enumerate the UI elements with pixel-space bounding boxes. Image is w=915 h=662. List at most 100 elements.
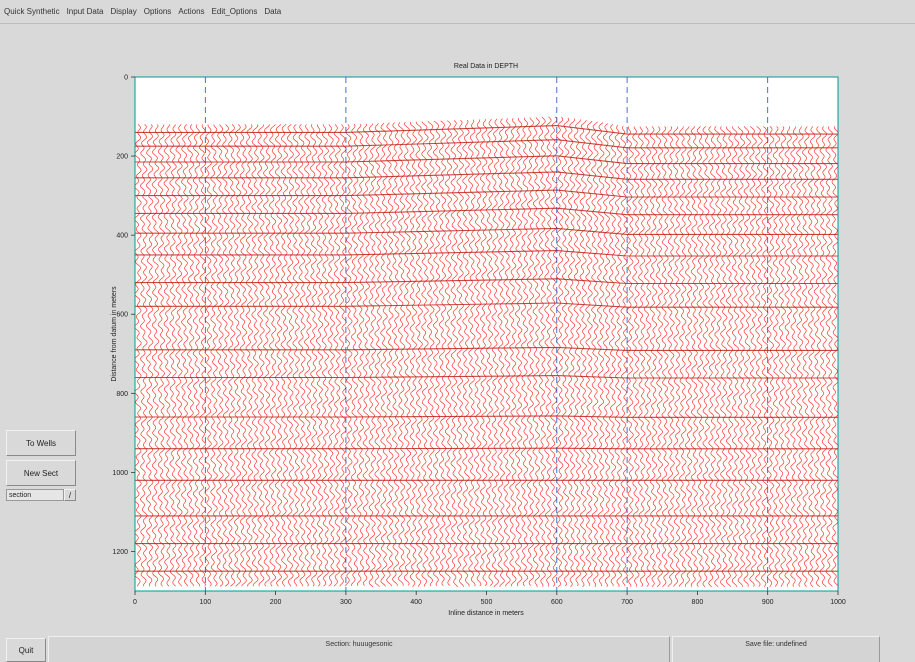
trace [157,124,166,587]
trace [175,124,183,587]
trace [380,122,388,587]
reflector [135,155,838,165]
trace [561,117,570,587]
trace [550,116,558,587]
trace [714,126,722,587]
section-select-dropdown-icon[interactable]: / [64,489,76,501]
trace [462,119,470,587]
trace [333,124,341,587]
menu-edit-options[interactable]: Edit_Options [211,7,258,16]
trace [479,119,488,587]
trace [368,123,377,588]
trace [702,126,710,587]
section-select[interactable]: section [6,489,64,501]
trace [427,121,435,587]
reflector [135,375,838,379]
trace [350,123,359,586]
trace [432,120,441,587]
trace [585,120,593,587]
trace [450,120,459,588]
trace [468,119,476,587]
trace [210,124,218,587]
trace [169,124,177,587]
trace [409,121,417,588]
trace [684,126,693,587]
trace [696,126,705,587]
trace [813,126,822,587]
trace [526,117,535,586]
x-tick-label: 700 [621,599,633,606]
trace [438,120,447,587]
trace [151,124,160,587]
trace [134,124,142,587]
trace [731,126,740,587]
trace [286,124,294,587]
trace [339,124,347,587]
gridlines [204,77,769,591]
trace [737,126,746,587]
trace [620,125,628,587]
menu-input-data[interactable]: Input Data [66,7,104,16]
trace [597,122,605,587]
trace [725,126,734,587]
trace [444,120,453,586]
trace [292,124,300,587]
save-file-status: Save file: undefined [672,636,880,662]
menu-options[interactable]: Options [143,7,172,16]
trace [632,126,640,587]
x-tick-label: 1000 [830,599,846,606]
trace [485,118,494,586]
trace [608,124,617,587]
y-tick-label: 1000 [112,470,128,477]
trace [520,117,529,587]
trace [497,118,505,587]
trace [403,121,412,586]
trace [251,124,259,587]
menu-quick-synthetic[interactable]: Quick Synthetic [4,7,60,16]
y-axis: 0 200 400 600 800 1000 1200 [112,75,135,556]
y-tick-label: 200 [116,154,128,161]
trace [772,126,781,587]
trace [327,124,336,587]
trace [708,126,716,587]
trace [579,120,587,588]
x-tick-label: 0 [133,599,137,606]
to-wells-button[interactable]: To Wells [6,430,76,456]
trace [345,124,353,587]
trace [825,126,833,587]
trace [304,124,312,587]
trace [638,126,646,587]
trace [802,126,810,587]
menu-actions[interactable]: Actions [178,7,205,16]
trace [819,126,828,587]
trace [661,126,669,587]
trace [538,116,546,587]
trace [720,126,728,587]
trace [391,122,400,587]
trace [766,126,775,587]
trace [204,124,212,587]
trace [239,124,248,587]
trace [309,124,318,587]
trace [233,124,242,587]
x-tick-label: 500 [481,599,493,606]
trace [649,126,658,587]
trace [315,124,324,587]
quit-button[interactable]: Quit [6,638,46,662]
trace [274,124,283,587]
new-sect-button[interactable]: New Sect [6,460,76,486]
trace [140,124,148,587]
trace [257,124,265,587]
menu-data[interactable]: Data [264,7,282,16]
trace [784,126,792,587]
trace [591,121,599,588]
trace [755,126,763,587]
trace [192,124,201,587]
trace [362,123,371,586]
trace [509,118,517,587]
menu-display[interactable]: Display [110,7,137,16]
trace [573,119,582,587]
trace [673,126,681,587]
trace [778,126,787,587]
trace [567,118,576,587]
